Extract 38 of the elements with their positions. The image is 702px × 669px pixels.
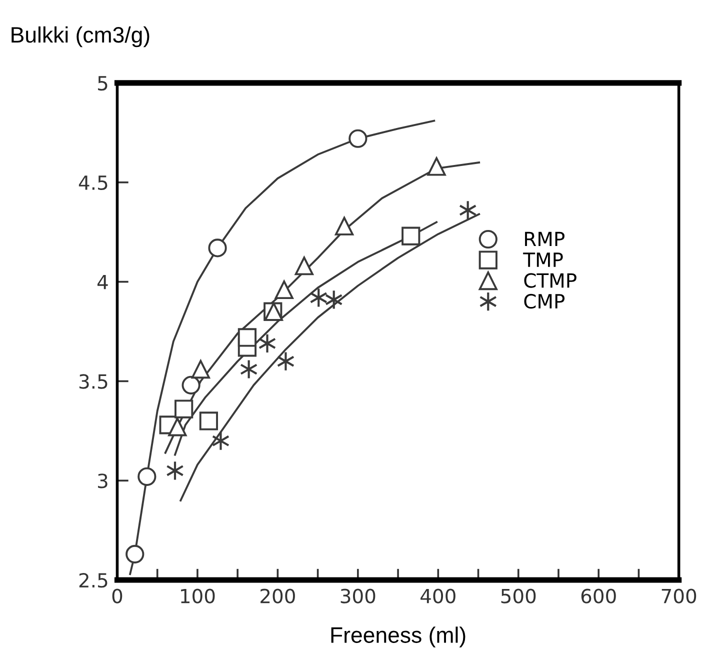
- y-axis-title: Bulkki (cm3/g): [12, 26, 150, 48]
- x-tick-label: 300: [340, 588, 376, 604]
- point: [238, 328, 257, 347]
- point: [427, 157, 446, 176]
- point: [182, 376, 200, 394]
- x-tick-label: 600: [581, 588, 616, 604]
- point: [258, 333, 276, 354]
- point: [276, 351, 295, 372]
- legend-label: CTMP: [524, 273, 576, 288]
- point: [168, 418, 187, 436]
- point: [212, 430, 230, 451]
- legend-label: RMP: [525, 232, 564, 246]
- point: [334, 216, 354, 236]
- x-tick-label: 100: [181, 588, 215, 604]
- point: [199, 412, 218, 430]
- point: [402, 226, 420, 246]
- y-tick-label: 3: [98, 474, 108, 488]
- legend-label: TMP: [523, 252, 563, 267]
- y-tick-label: 2.5: [79, 572, 108, 588]
- y-tick-label: 4: [97, 274, 108, 290]
- x-tick-label: 200: [260, 588, 295, 604]
- point: [348, 129, 368, 148]
- point: [294, 256, 314, 276]
- point: [208, 238, 227, 258]
- x-tick-label: 400: [420, 588, 456, 604]
- point: [274, 280, 294, 300]
- x-axis-title: Freeness (ml): [331, 626, 466, 648]
- point: [126, 544, 144, 564]
- x-tick-label: 0: [112, 588, 122, 604]
- point: [138, 467, 156, 486]
- point: [174, 400, 194, 418]
- y-tick-label: 5: [98, 76, 108, 91]
- y-tick-label: 3.5: [79, 374, 108, 389]
- legend-label: CMP: [524, 294, 565, 309]
- y-tick-label: 4.5: [78, 176, 108, 190]
- x-tick-label: 700: [662, 588, 696, 604]
- x-tick-label: 500: [501, 588, 536, 604]
- point: [191, 360, 210, 379]
